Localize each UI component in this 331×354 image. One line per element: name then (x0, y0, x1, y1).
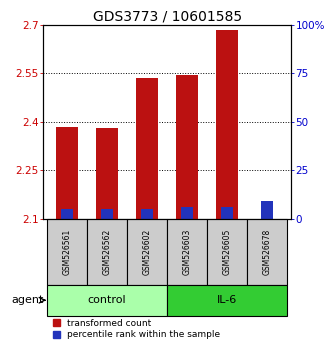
Text: GSM526562: GSM526562 (103, 229, 112, 275)
Bar (101, 209, 113, 219)
Bar (47, 219, 87, 285)
Bar (127, 219, 167, 285)
Bar (167, 219, 207, 285)
Legend: transformed count, percentile rank within the sample: transformed count, percentile rank withi… (53, 319, 220, 339)
Text: GSM526678: GSM526678 (263, 229, 272, 275)
Text: GSM526603: GSM526603 (183, 229, 192, 275)
Bar (141, 209, 153, 219)
Bar (176, 75, 198, 219)
Text: GSM526605: GSM526605 (223, 229, 232, 275)
Text: GSM526602: GSM526602 (143, 229, 152, 275)
Text: agent: agent (12, 295, 44, 305)
Bar (61, 209, 73, 219)
Text: control: control (88, 295, 126, 305)
Bar (181, 207, 193, 219)
Text: IL-6: IL-6 (217, 295, 237, 305)
Bar (47, 285, 167, 316)
Bar (247, 219, 287, 285)
Bar (167, 285, 287, 316)
Bar (56, 127, 78, 219)
Bar (87, 219, 127, 285)
Bar (96, 128, 118, 219)
Bar (216, 30, 238, 219)
Bar (261, 201, 273, 219)
Title: GDS3773 / 10601585: GDS3773 / 10601585 (93, 10, 242, 24)
Bar (136, 78, 158, 219)
Bar (221, 207, 233, 219)
Text: GSM526561: GSM526561 (63, 229, 71, 275)
Bar (207, 219, 247, 285)
